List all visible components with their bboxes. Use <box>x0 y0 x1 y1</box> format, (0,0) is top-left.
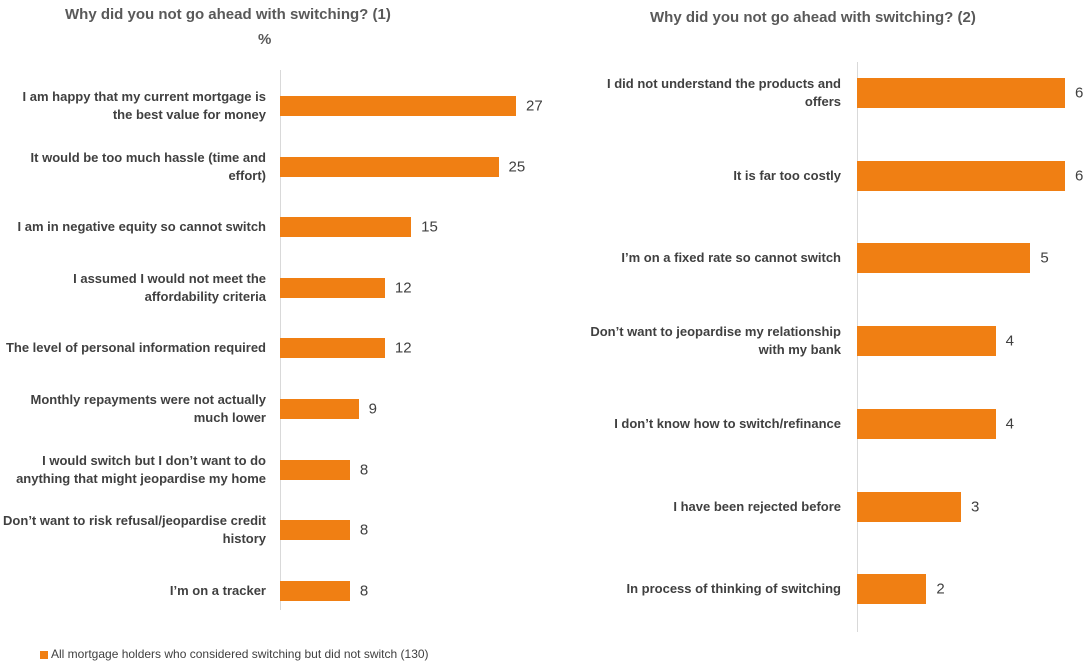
category-label: I’m on a fixed rate so cannot switch <box>621 250 841 266</box>
category-label: It is far too costly <box>733 167 841 183</box>
bar <box>280 580 350 601</box>
bar <box>857 326 996 357</box>
data-label: 12 <box>394 339 412 357</box>
bar <box>280 459 350 480</box>
bar <box>280 217 412 238</box>
data-label: 8 <box>359 461 369 479</box>
category-label: Monthly repayments were not actually muc… <box>30 392 266 425</box>
category-label: It would be too much hassle (time and ef… <box>30 149 266 183</box>
category-label: I don’t know how to switch/refinance <box>614 415 841 431</box>
category-label: Don’t want to risk refusal/jeopardise cr… <box>3 513 266 547</box>
legend-label: All mortgage holders who considered swit… <box>51 647 429 661</box>
category-label: In process of thinking of switching <box>626 581 841 597</box>
bar <box>280 338 385 359</box>
bar <box>857 243 1031 274</box>
bar <box>280 520 350 541</box>
data-label: 3 <box>971 498 980 515</box>
chart-title: Why did you not go ahead with switching?… <box>650 9 976 26</box>
data-label: 5 <box>1040 249 1049 267</box>
category-label: I’m on a tracker <box>169 582 266 598</box>
category-label: I am happy that my current mortgage is t… <box>22 89 266 122</box>
data-label: 8 <box>359 582 369 600</box>
chart-subtitle: % <box>258 31 272 48</box>
data-label: 27 <box>526 97 543 115</box>
data-label: 12 <box>394 279 412 297</box>
data-label: 2 <box>936 580 945 598</box>
bar <box>857 78 1065 108</box>
category-label: Don’t want to jeopardise my relationship… <box>590 324 841 358</box>
category-label: I have been rejected before <box>673 498 841 514</box>
category-label: I am in negative equity so cannot switch <box>17 219 267 235</box>
bar <box>857 408 996 439</box>
category-label: The level of personal information requir… <box>5 340 266 356</box>
data-label: 8 <box>359 521 369 539</box>
chart-title: Why did you not go ahead with switching?… <box>65 6 391 23</box>
data-label: 25 <box>508 158 526 176</box>
category-label: I would switch but I don’t want to do an… <box>16 452 266 486</box>
bar <box>857 160 1065 191</box>
category-label: I did not understand the products and of… <box>607 76 841 109</box>
category-label: I assumed I would not meet the affordabi… <box>73 270 266 304</box>
data-label: 4 <box>1005 332 1014 350</box>
data-label: 6 <box>1075 167 1084 185</box>
data-label: 9 <box>368 400 377 418</box>
legend-swatch <box>40 651 48 659</box>
bar <box>857 574 927 605</box>
bar <box>857 491 961 522</box>
bar <box>280 96 516 116</box>
bar <box>280 277 385 298</box>
data-label: 6 <box>1075 84 1084 102</box>
bar <box>280 156 499 177</box>
data-label: 4 <box>1005 415 1014 433</box>
data-label: 15 <box>421 218 438 236</box>
bar <box>280 399 359 419</box>
